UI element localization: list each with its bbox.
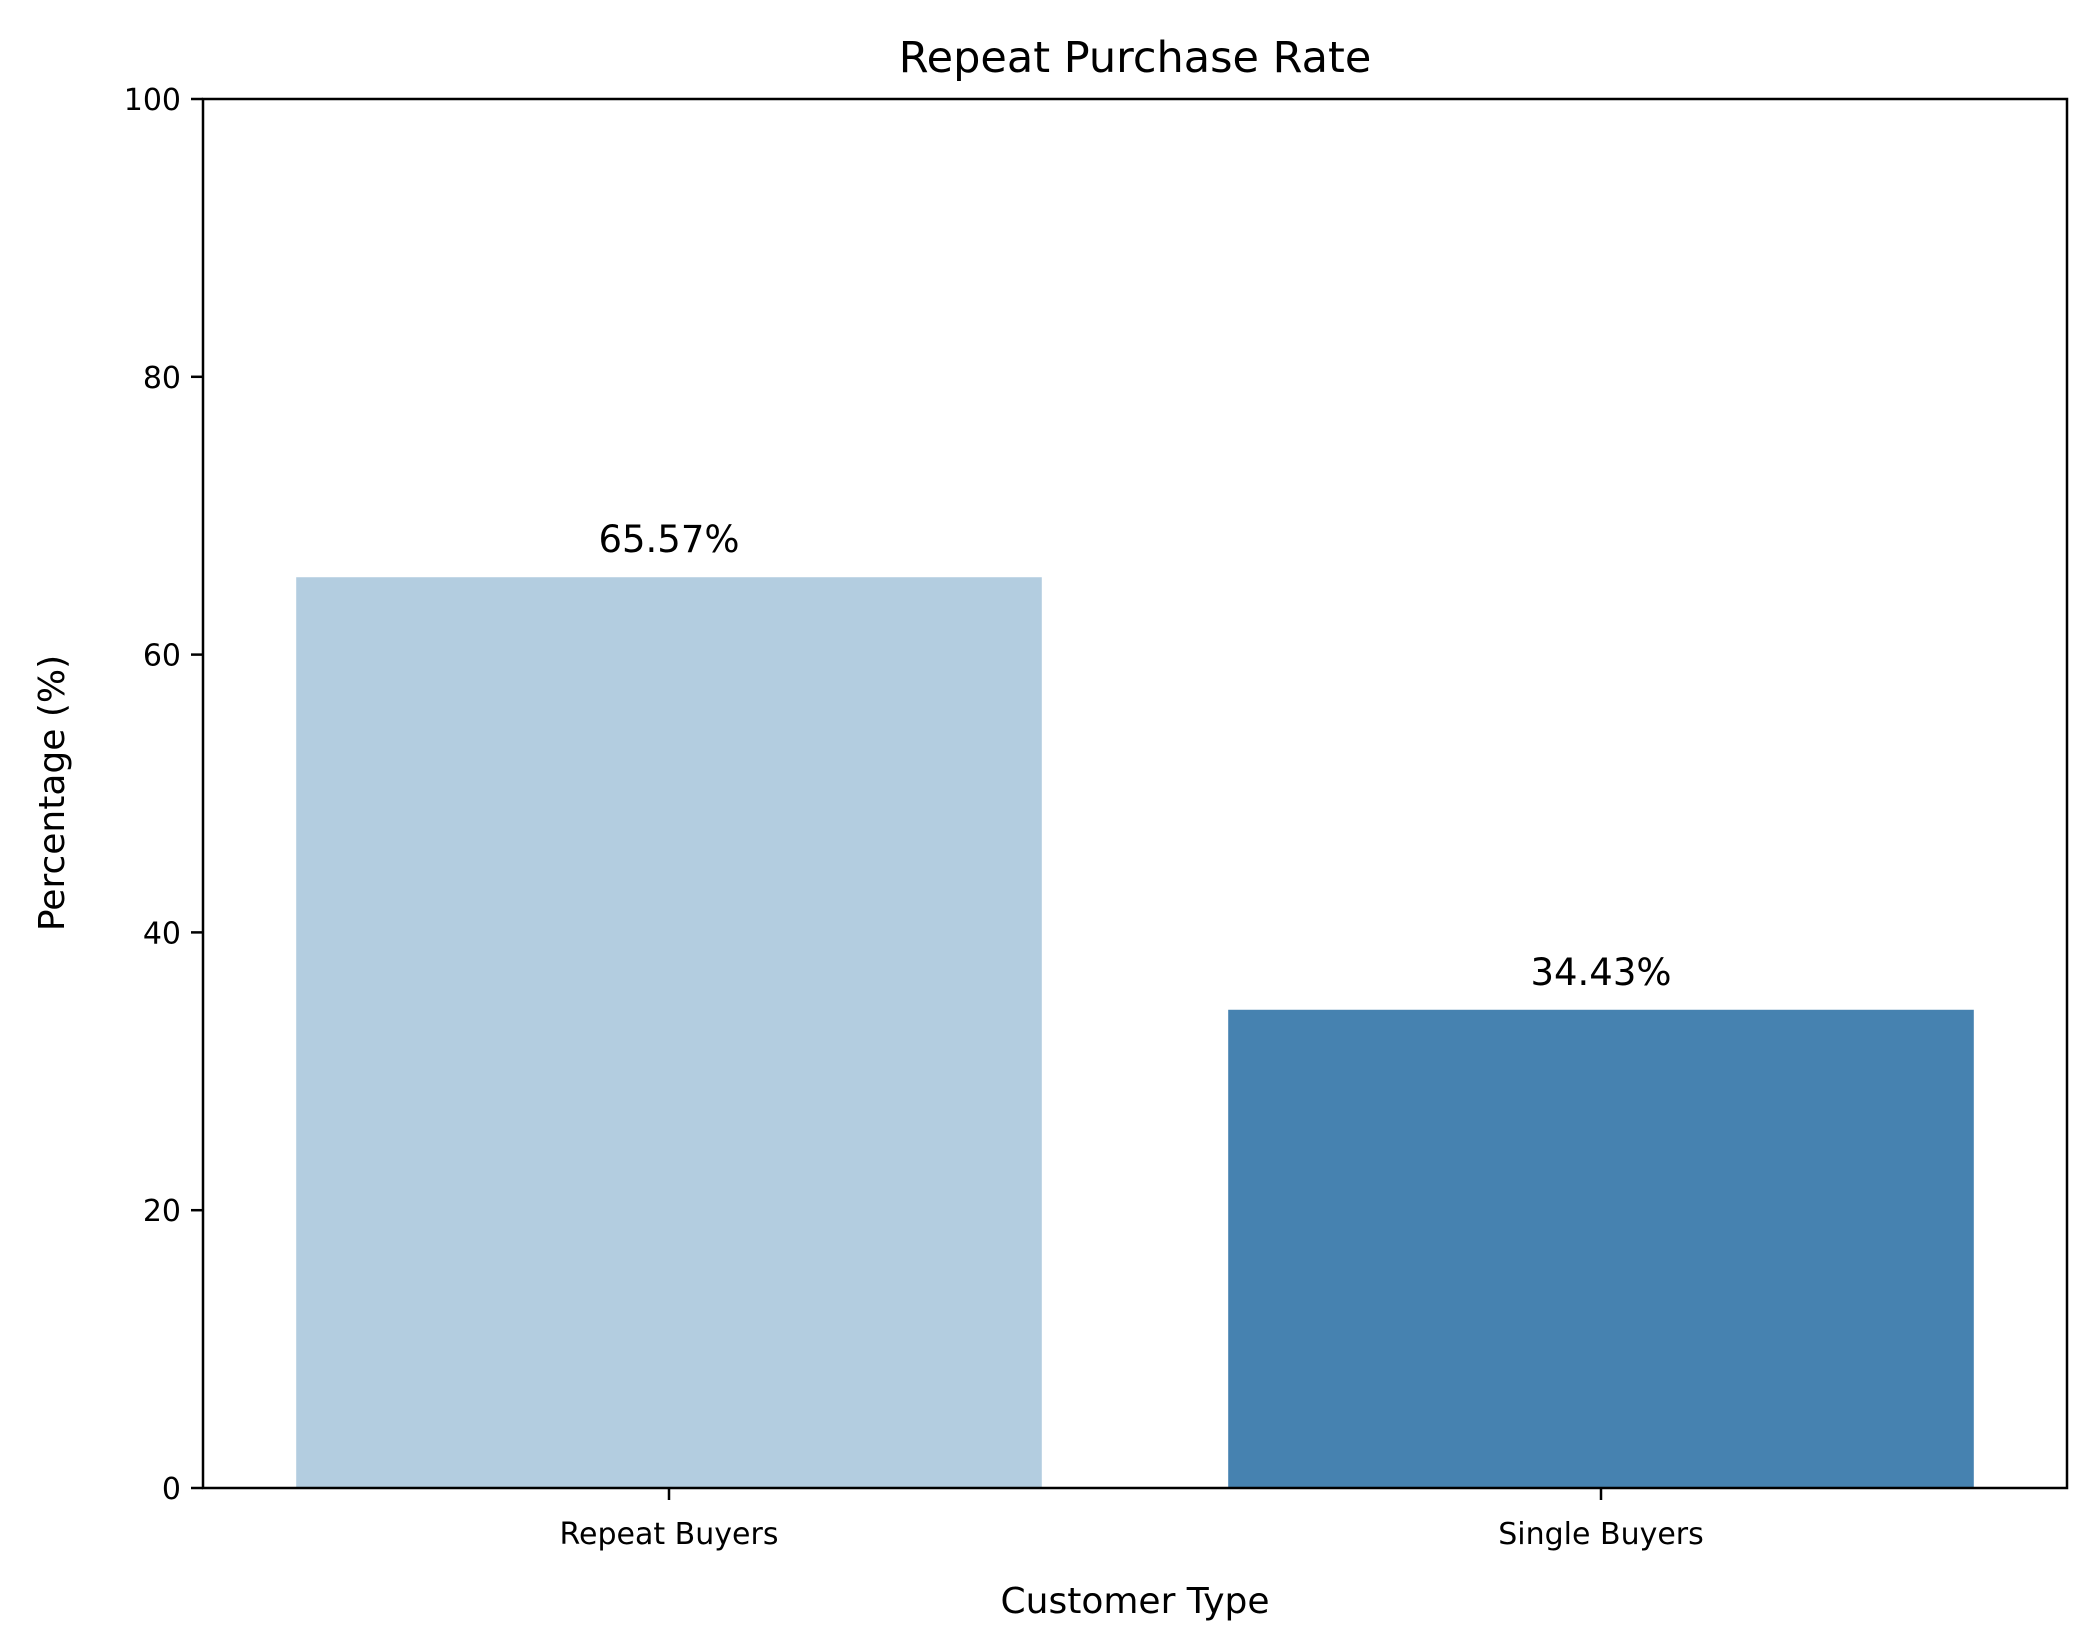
bars-group (296, 577, 1974, 1488)
y-tick-label: 0 (162, 1472, 181, 1507)
data-label-repeat-buyers: 65.57% (598, 518, 739, 561)
data-label-single-buyers: 34.43% (1530, 951, 1671, 994)
x-tick-label: Repeat Buyers (560, 1517, 779, 1552)
bar-repeat-buyers (296, 577, 1042, 1488)
y-tick-label: 20 (143, 1194, 181, 1229)
y-tick-label: 60 (143, 639, 181, 674)
value-labels-group: 65.57% 34.43% (598, 518, 1671, 994)
chart-title: Repeat Purchase Rate (899, 33, 1372, 83)
y-tick-label: 40 (143, 916, 181, 951)
x-tick-label: Single Buyers (1498, 1517, 1704, 1552)
plot-frame (201, 97, 2069, 1490)
y-tick-label: 80 (143, 361, 181, 396)
y-axis-title: Percentage (%) (32, 655, 73, 931)
y-tick-label: 100 (124, 83, 181, 118)
y-axis: 0 20 40 60 80 100 (124, 83, 203, 1507)
x-axis-title: Customer Type (1001, 1581, 1270, 1622)
x-axis: Repeat Buyers Single Buyers (560, 1488, 1704, 1552)
bar-single-buyers (1228, 1009, 1974, 1488)
